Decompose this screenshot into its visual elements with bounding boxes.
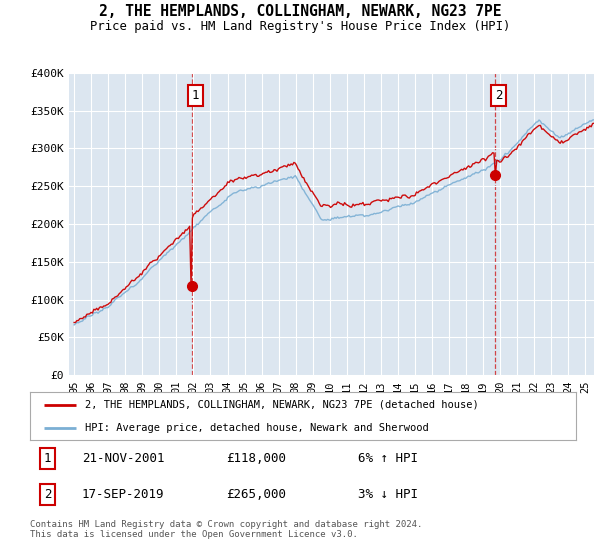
Text: 2: 2 bbox=[44, 488, 51, 501]
Text: Price paid vs. HM Land Registry's House Price Index (HPI): Price paid vs. HM Land Registry's House … bbox=[90, 20, 510, 33]
Text: 1: 1 bbox=[44, 452, 51, 465]
Text: HPI: Average price, detached house, Newark and Sherwood: HPI: Average price, detached house, Newa… bbox=[85, 423, 428, 433]
Text: 2: 2 bbox=[495, 89, 503, 102]
Text: 21-NOV-2001: 21-NOV-2001 bbox=[82, 452, 164, 465]
Text: £265,000: £265,000 bbox=[227, 488, 287, 501]
Text: 1: 1 bbox=[191, 89, 199, 102]
Text: 17-SEP-2019: 17-SEP-2019 bbox=[82, 488, 164, 501]
Text: Contains HM Land Registry data © Crown copyright and database right 2024.
This d: Contains HM Land Registry data © Crown c… bbox=[30, 520, 422, 539]
Text: 2, THE HEMPLANDS, COLLINGHAM, NEWARK, NG23 7PE: 2, THE HEMPLANDS, COLLINGHAM, NEWARK, NG… bbox=[99, 4, 501, 20]
Text: 2, THE HEMPLANDS, COLLINGHAM, NEWARK, NG23 7PE (detached house): 2, THE HEMPLANDS, COLLINGHAM, NEWARK, NG… bbox=[85, 400, 478, 410]
Text: £118,000: £118,000 bbox=[227, 452, 287, 465]
Text: 6% ↑ HPI: 6% ↑ HPI bbox=[358, 452, 418, 465]
Text: 3% ↓ HPI: 3% ↓ HPI bbox=[358, 488, 418, 501]
